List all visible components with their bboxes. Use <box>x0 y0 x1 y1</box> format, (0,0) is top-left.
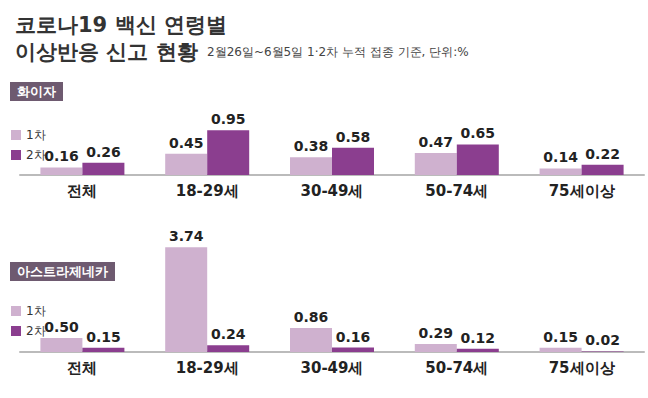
svg-text:화이자: 화이자 <box>17 84 56 99</box>
svg-text:0.29: 0.29 <box>419 325 454 341</box>
svg-text:이상반응 신고 현황: 이상반응 신고 현황 <box>15 40 198 64</box>
svg-text:30-49세: 30-49세 <box>301 359 364 377</box>
svg-text:0.22: 0.22 <box>585 146 620 162</box>
svg-text:18-29세: 18-29세 <box>176 182 239 200</box>
svg-text:전체: 전체 <box>67 182 97 200</box>
svg-text:2차: 2차 <box>26 324 46 338</box>
svg-text:0.86: 0.86 <box>294 309 329 325</box>
svg-text:0.58: 0.58 <box>336 129 371 145</box>
svg-text:0.50: 0.50 <box>44 319 79 335</box>
svg-text:75세이상: 75세이상 <box>549 359 615 377</box>
svg-text:0.15: 0.15 <box>86 329 121 345</box>
svg-text:0.38: 0.38 <box>294 138 329 154</box>
svg-text:코로나19 백신 연령별: 코로나19 백신 연령별 <box>15 13 227 37</box>
svg-text:0.45: 0.45 <box>169 135 204 151</box>
svg-text:0.12: 0.12 <box>461 330 496 346</box>
svg-text:아스트라제네카: 아스트라제네카 <box>17 264 108 279</box>
svg-text:0.65: 0.65 <box>461 125 496 141</box>
svg-text:2차: 2차 <box>26 148 46 162</box>
svg-text:2월26일~6월5일 1·2차 누적 접종 기준, 단위:%: 2월26일~6월5일 1·2차 누적 접종 기준, 단위:% <box>207 45 469 59</box>
svg-text:75세이상: 75세이상 <box>549 182 615 200</box>
svg-text:0.24: 0.24 <box>211 326 246 342</box>
svg-text:0.02: 0.02 <box>585 332 620 348</box>
svg-text:3.74: 3.74 <box>169 228 204 244</box>
svg-text:전체: 전체 <box>67 359 97 377</box>
svg-text:1차: 1차 <box>26 128 46 142</box>
svg-text:0.16: 0.16 <box>44 148 79 164</box>
svg-text:0.95: 0.95 <box>211 111 246 127</box>
svg-text:18-29세: 18-29세 <box>176 359 239 377</box>
svg-text:0.26: 0.26 <box>86 144 121 160</box>
svg-text:0.47: 0.47 <box>419 134 454 150</box>
svg-text:50-74세: 50-74세 <box>425 359 488 377</box>
svg-text:30-49세: 30-49세 <box>301 182 364 200</box>
svg-text:0.15: 0.15 <box>543 329 578 345</box>
svg-text:1차: 1차 <box>26 304 46 318</box>
svg-text:0.14: 0.14 <box>543 149 578 165</box>
svg-text:0.16: 0.16 <box>336 329 371 345</box>
svg-text:50-74세: 50-74세 <box>425 182 488 200</box>
